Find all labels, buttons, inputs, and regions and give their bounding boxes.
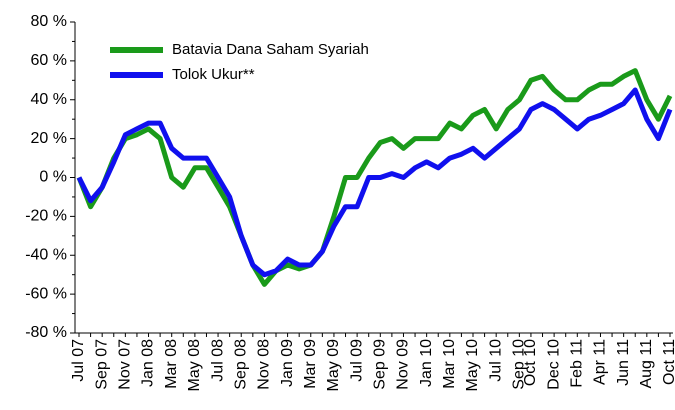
x-tick-label: May 08 <box>186 339 203 392</box>
x-tick-label: Jul 07 <box>70 339 87 382</box>
x-tick-label: Sep 07 <box>93 339 110 390</box>
x-tick-label: May 09 <box>325 339 342 392</box>
x-tick-label: Aug 11 <box>638 339 655 389</box>
x-tick-label: Apr 11 <box>592 339 609 385</box>
y-tick-label: -60 % <box>25 285 67 302</box>
x-tick-label: Mar 08 <box>163 339 180 389</box>
x-tick-label: Oct 10 <box>522 339 539 386</box>
y-tick-label: 40 % <box>31 91 67 108</box>
x-tick-label: Sep 09 <box>372 339 389 390</box>
legend-label: Batavia Dana Saham Syariah <box>172 41 369 58</box>
x-tick-label: Dec 10 <box>545 339 562 390</box>
x-tick-label: Jul 09 <box>348 339 365 382</box>
x-tick-label: Jan 10 <box>418 339 435 387</box>
x-tick-label: Nov 08 <box>256 339 273 390</box>
x-tick-label: Nov 09 <box>395 339 412 390</box>
y-tick-label: -80 % <box>25 324 67 341</box>
x-tick-label: Jul 08 <box>209 339 226 382</box>
x-tick-label: Nov 07 <box>117 339 134 390</box>
x-tick-label: Mar 09 <box>302 339 319 389</box>
y-tick-label: -40 % <box>25 246 67 263</box>
x-tick-label: Jul 10 <box>487 339 504 382</box>
x-tick-label: Jun 11 <box>615 339 632 386</box>
x-tick-label: May 10 <box>464 339 481 392</box>
x-tick-label: Feb 11 <box>569 339 586 388</box>
series-line <box>76 87 673 278</box>
x-tick-label: Jan 09 <box>279 339 296 387</box>
y-tick-label: 20 % <box>31 130 67 147</box>
y-tick-label: -20 % <box>25 208 67 225</box>
x-tick-label: Mar 10 <box>441 339 458 389</box>
y-tick-label: 60 % <box>31 52 67 69</box>
series-line <box>76 68 673 287</box>
x-tick-label: Oct 11 <box>661 339 675 385</box>
y-tick-label: 0 % <box>39 169 67 186</box>
y-tick-label: 80 % <box>31 13 67 30</box>
legend-label: Tolok Ukur** <box>172 66 255 83</box>
x-tick-label: Sep 08 <box>232 339 249 390</box>
x-tick-label: Sep 10 <box>511 339 528 390</box>
x-tick-label: Jan 08 <box>140 339 157 387</box>
